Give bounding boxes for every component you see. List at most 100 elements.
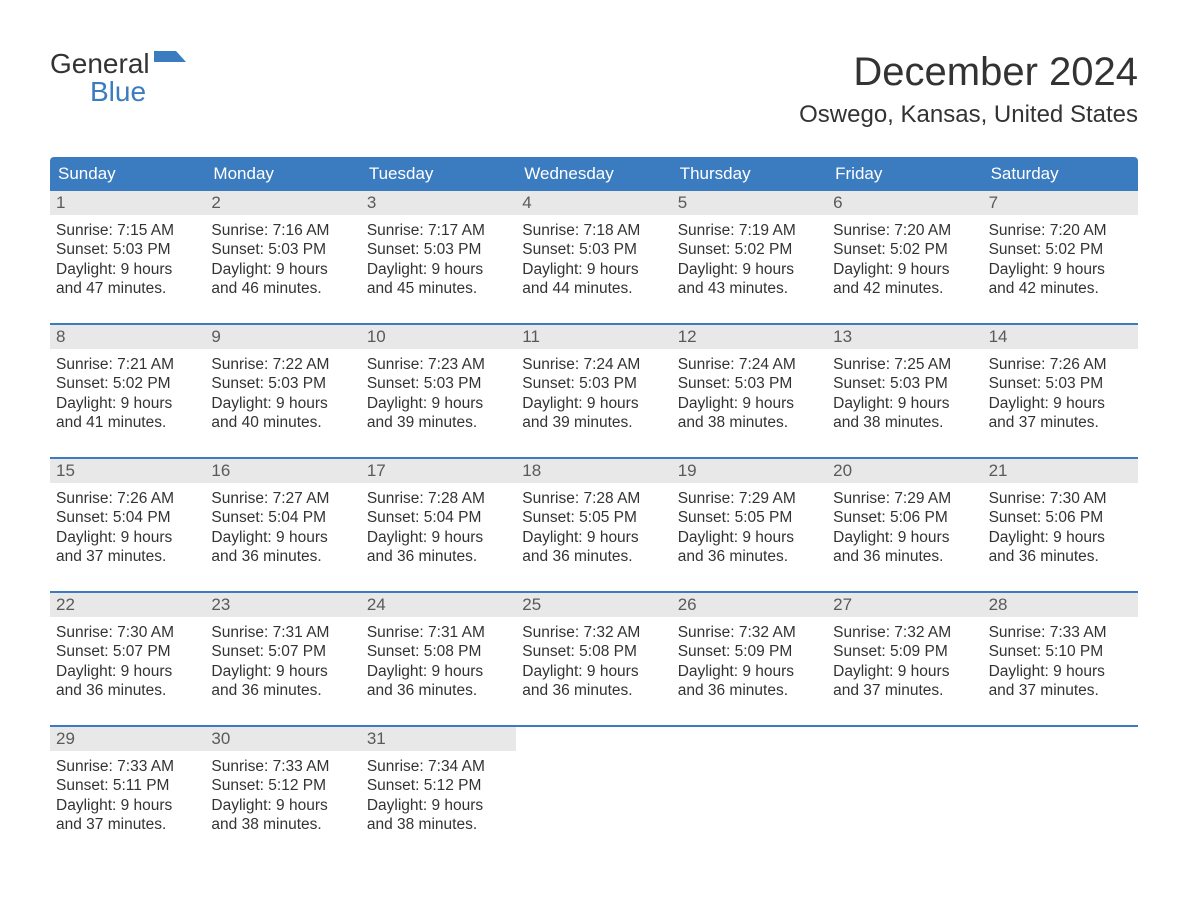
- day-cell: Sunrise: 7:26 AMSunset: 5:03 PMDaylight:…: [983, 349, 1138, 435]
- sunrise-line: Sunrise: 7:30 AM: [56, 623, 199, 642]
- day-cell: Sunrise: 7:19 AMSunset: 5:02 PMDaylight:…: [672, 215, 827, 301]
- day-number: 3: [361, 191, 516, 215]
- daylight-line1: Daylight: 9 hours: [56, 394, 199, 413]
- daylight-line1: Daylight: 9 hours: [367, 260, 510, 279]
- day-number: 2: [205, 191, 360, 215]
- sunset-line: Sunset: 5:05 PM: [522, 508, 665, 527]
- day-number-empty: [983, 727, 1138, 751]
- sunrise-line: Sunrise: 7:23 AM: [367, 355, 510, 374]
- daylight-line2: and 39 minutes.: [522, 413, 665, 432]
- day-cell: Sunrise: 7:20 AMSunset: 5:02 PMDaylight:…: [983, 215, 1138, 301]
- weekday-header: Thursday: [672, 157, 827, 191]
- sunrise-line: Sunrise: 7:16 AM: [211, 221, 354, 240]
- daylight-line1: Daylight: 9 hours: [367, 662, 510, 681]
- daylight-line1: Daylight: 9 hours: [678, 662, 821, 681]
- daylight-line1: Daylight: 9 hours: [678, 260, 821, 279]
- daylight-line2: and 36 minutes.: [678, 547, 821, 566]
- day-cell: Sunrise: 7:33 AMSunset: 5:10 PMDaylight:…: [983, 617, 1138, 703]
- sunrise-line: Sunrise: 7:26 AM: [989, 355, 1132, 374]
- sunrise-line: Sunrise: 7:25 AM: [833, 355, 976, 374]
- day-number: 4: [516, 191, 671, 215]
- sunset-line: Sunset: 5:02 PM: [678, 240, 821, 259]
- daylight-line2: and 38 minutes.: [211, 815, 354, 834]
- day-number: 25: [516, 593, 671, 617]
- day-cell: Sunrise: 7:24 AMSunset: 5:03 PMDaylight:…: [672, 349, 827, 435]
- day-cell-empty: [983, 751, 1138, 837]
- daylight-line2: and 43 minutes.: [678, 279, 821, 298]
- daylight-line1: Daylight: 9 hours: [833, 662, 976, 681]
- logo: General Blue: [50, 50, 186, 106]
- sunrise-line: Sunrise: 7:17 AM: [367, 221, 510, 240]
- day-number: 24: [361, 593, 516, 617]
- sunset-line: Sunset: 5:10 PM: [989, 642, 1132, 661]
- day-number: 10: [361, 325, 516, 349]
- sunset-line: Sunset: 5:09 PM: [833, 642, 976, 661]
- daylight-line1: Daylight: 9 hours: [989, 662, 1132, 681]
- day-number: 5: [672, 191, 827, 215]
- sunrise-line: Sunrise: 7:22 AM: [211, 355, 354, 374]
- day-cell: Sunrise: 7:17 AMSunset: 5:03 PMDaylight:…: [361, 215, 516, 301]
- weekday-header: Saturday: [983, 157, 1138, 191]
- day-cell: Sunrise: 7:31 AMSunset: 5:07 PMDaylight:…: [205, 617, 360, 703]
- day-cell: Sunrise: 7:33 AMSunset: 5:11 PMDaylight:…: [50, 751, 205, 837]
- daylight-line2: and 38 minutes.: [367, 815, 510, 834]
- sunset-line: Sunset: 5:03 PM: [367, 374, 510, 393]
- day-number: 16: [205, 459, 360, 483]
- day-number: 6: [827, 191, 982, 215]
- sunset-line: Sunset: 5:11 PM: [56, 776, 199, 795]
- day-number: 15: [50, 459, 205, 483]
- daylight-line1: Daylight: 9 hours: [367, 796, 510, 815]
- day-number: 14: [983, 325, 1138, 349]
- sunset-line: Sunset: 5:03 PM: [833, 374, 976, 393]
- location-subtitle: Oswego, Kansas, United States: [799, 101, 1138, 129]
- day-cell-empty: [827, 751, 982, 837]
- calendar-grid: SundayMondayTuesdayWednesdayThursdayFrid…: [50, 157, 1138, 837]
- daylight-line1: Daylight: 9 hours: [522, 260, 665, 279]
- sunset-line: Sunset: 5:12 PM: [367, 776, 510, 795]
- daylight-line2: and 40 minutes.: [211, 413, 354, 432]
- daylight-line2: and 38 minutes.: [833, 413, 976, 432]
- weekday-header: Wednesday: [516, 157, 671, 191]
- day-number: 31: [361, 727, 516, 751]
- sunset-line: Sunset: 5:03 PM: [522, 240, 665, 259]
- sunrise-line: Sunrise: 7:32 AM: [522, 623, 665, 642]
- day-cell: Sunrise: 7:32 AMSunset: 5:08 PMDaylight:…: [516, 617, 671, 703]
- day-number: 17: [361, 459, 516, 483]
- daylight-line1: Daylight: 9 hours: [522, 662, 665, 681]
- daylight-line1: Daylight: 9 hours: [211, 796, 354, 815]
- day-cell: Sunrise: 7:24 AMSunset: 5:03 PMDaylight:…: [516, 349, 671, 435]
- daylight-line1: Daylight: 9 hours: [833, 394, 976, 413]
- day-number: 28: [983, 593, 1138, 617]
- page-header: General Blue December 2024 Oswego, Kansa…: [50, 50, 1138, 129]
- daylight-line1: Daylight: 9 hours: [56, 662, 199, 681]
- weekday-header: Sunday: [50, 157, 205, 191]
- daylight-line1: Daylight: 9 hours: [56, 796, 199, 815]
- daylight-line2: and 47 minutes.: [56, 279, 199, 298]
- day-number: 7: [983, 191, 1138, 215]
- daylight-line2: and 42 minutes.: [989, 279, 1132, 298]
- daylight-line2: and 36 minutes.: [211, 681, 354, 700]
- sunrise-line: Sunrise: 7:30 AM: [989, 489, 1132, 508]
- daylight-line1: Daylight: 9 hours: [833, 260, 976, 279]
- sunrise-line: Sunrise: 7:31 AM: [211, 623, 354, 642]
- day-number: 9: [205, 325, 360, 349]
- sunset-line: Sunset: 5:03 PM: [678, 374, 821, 393]
- day-cell-empty: [672, 751, 827, 837]
- day-cell: Sunrise: 7:22 AMSunset: 5:03 PMDaylight:…: [205, 349, 360, 435]
- daylight-line1: Daylight: 9 hours: [211, 260, 354, 279]
- weekday-header: Monday: [205, 157, 360, 191]
- day-cell: Sunrise: 7:33 AMSunset: 5:12 PMDaylight:…: [205, 751, 360, 837]
- day-cell-empty: [516, 751, 671, 837]
- sunset-line: Sunset: 5:07 PM: [211, 642, 354, 661]
- sunset-line: Sunset: 5:04 PM: [56, 508, 199, 527]
- day-number-empty: [672, 727, 827, 751]
- day-number: 19: [672, 459, 827, 483]
- daylight-line1: Daylight: 9 hours: [678, 528, 821, 547]
- sunrise-line: Sunrise: 7:20 AM: [833, 221, 976, 240]
- daylight-line2: and 38 minutes.: [678, 413, 821, 432]
- sunrise-line: Sunrise: 7:31 AM: [367, 623, 510, 642]
- sunset-line: Sunset: 5:06 PM: [989, 508, 1132, 527]
- sunset-line: Sunset: 5:03 PM: [522, 374, 665, 393]
- day-number: 1: [50, 191, 205, 215]
- sunrise-line: Sunrise: 7:33 AM: [989, 623, 1132, 642]
